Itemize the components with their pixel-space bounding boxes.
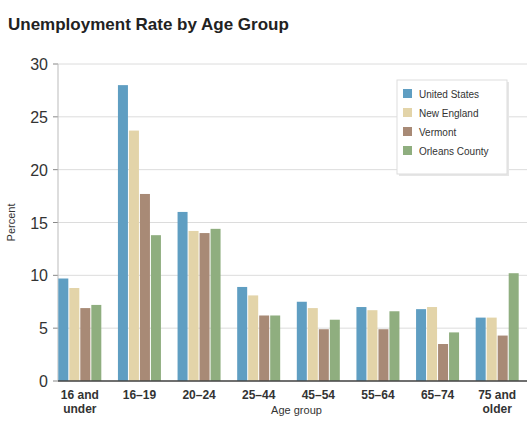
grid-line	[58, 64, 527, 65]
bar	[330, 320, 340, 381]
grid-line	[58, 275, 527, 276]
x-axis-label: Age group	[271, 404, 322, 416]
category-label: 25–44	[242, 388, 276, 402]
category-label-line: 16 and	[61, 388, 99, 402]
bar	[200, 233, 210, 381]
bar	[427, 307, 437, 381]
bar	[389, 311, 399, 381]
category-label-line: 45–54	[302, 388, 336, 402]
category-label: 16 andunder	[61, 388, 99, 416]
tick-label: 15	[30, 215, 48, 232]
bar	[319, 329, 329, 381]
bar	[189, 231, 199, 381]
category-label: 55–64	[361, 388, 395, 402]
category-label-line: older	[483, 402, 513, 416]
bar	[476, 318, 486, 381]
bar	[487, 318, 497, 381]
grid-line	[58, 328, 527, 329]
bars	[58, 85, 518, 381]
bar	[69, 288, 79, 381]
bar	[140, 194, 150, 381]
bar	[438, 344, 448, 381]
tick-mark	[53, 222, 58, 223]
legend-label: New England	[419, 108, 478, 119]
category-label-line: under	[63, 402, 97, 416]
bar	[509, 273, 519, 381]
category-label: 65–74	[421, 388, 455, 402]
bar	[91, 305, 101, 381]
grid-line	[58, 381, 527, 382]
legend-swatch	[403, 89, 412, 98]
title: Unemployment Rate by Age Group	[8, 15, 289, 34]
tick-mark	[53, 381, 58, 382]
legend-swatch	[403, 108, 412, 117]
tick-label: 20	[30, 162, 48, 179]
category-label-line: 25–44	[242, 388, 276, 402]
legend: United States New England Vermont Orleans C…	[397, 80, 509, 176]
bar	[378, 329, 388, 381]
legend-swatch	[403, 127, 412, 136]
bar	[211, 229, 221, 381]
legend-label: United States	[419, 89, 479, 100]
bar	[297, 302, 307, 381]
bar	[237, 287, 247, 381]
tick-mark	[53, 328, 58, 329]
chart: Unemployment Rate by Age Group 0 5 10 15 20 25…	[0, 0, 530, 428]
bar	[80, 308, 90, 381]
category-label-line: 75 and	[478, 388, 516, 402]
bar	[498, 336, 508, 381]
category-label: 20–24	[182, 388, 216, 402]
grid-line	[58, 222, 527, 223]
category-label-line: 16–19	[123, 388, 157, 402]
bar	[367, 310, 377, 381]
bar	[270, 315, 280, 381]
tick-label: 30	[30, 56, 48, 73]
bar	[416, 309, 426, 381]
legend-box	[397, 80, 507, 174]
tick-label: 25	[30, 109, 48, 126]
tick-label: 0	[39, 373, 48, 390]
y-axis-label: Percent	[5, 204, 17, 242]
category-label: 45–54	[302, 388, 336, 402]
legend-label: Vermont	[419, 127, 456, 138]
bar	[308, 308, 318, 381]
bar	[259, 315, 269, 381]
bar	[248, 295, 258, 381]
bar	[118, 85, 128, 381]
tick-mark	[53, 116, 58, 117]
bar	[449, 332, 459, 381]
legend-swatch	[403, 146, 412, 155]
tick-mark	[53, 64, 58, 65]
category-label-line: 55–64	[361, 388, 395, 402]
bar	[151, 235, 161, 381]
bar	[356, 307, 366, 381]
bar	[129, 131, 139, 381]
legend-label: Orleans County	[419, 146, 488, 157]
tick-mark	[53, 169, 58, 170]
tick-label: 10	[30, 267, 48, 284]
tick-mark	[53, 275, 58, 276]
category-label: 75 andolder	[478, 388, 516, 416]
tick-label: 5	[39, 320, 48, 337]
bar	[178, 212, 188, 381]
category-label-line: 20–24	[182, 388, 216, 402]
x-axis-line	[58, 380, 527, 382]
category-label-line: 65–74	[421, 388, 455, 402]
bar	[58, 279, 68, 381]
category-label: 16–19	[123, 388, 157, 402]
